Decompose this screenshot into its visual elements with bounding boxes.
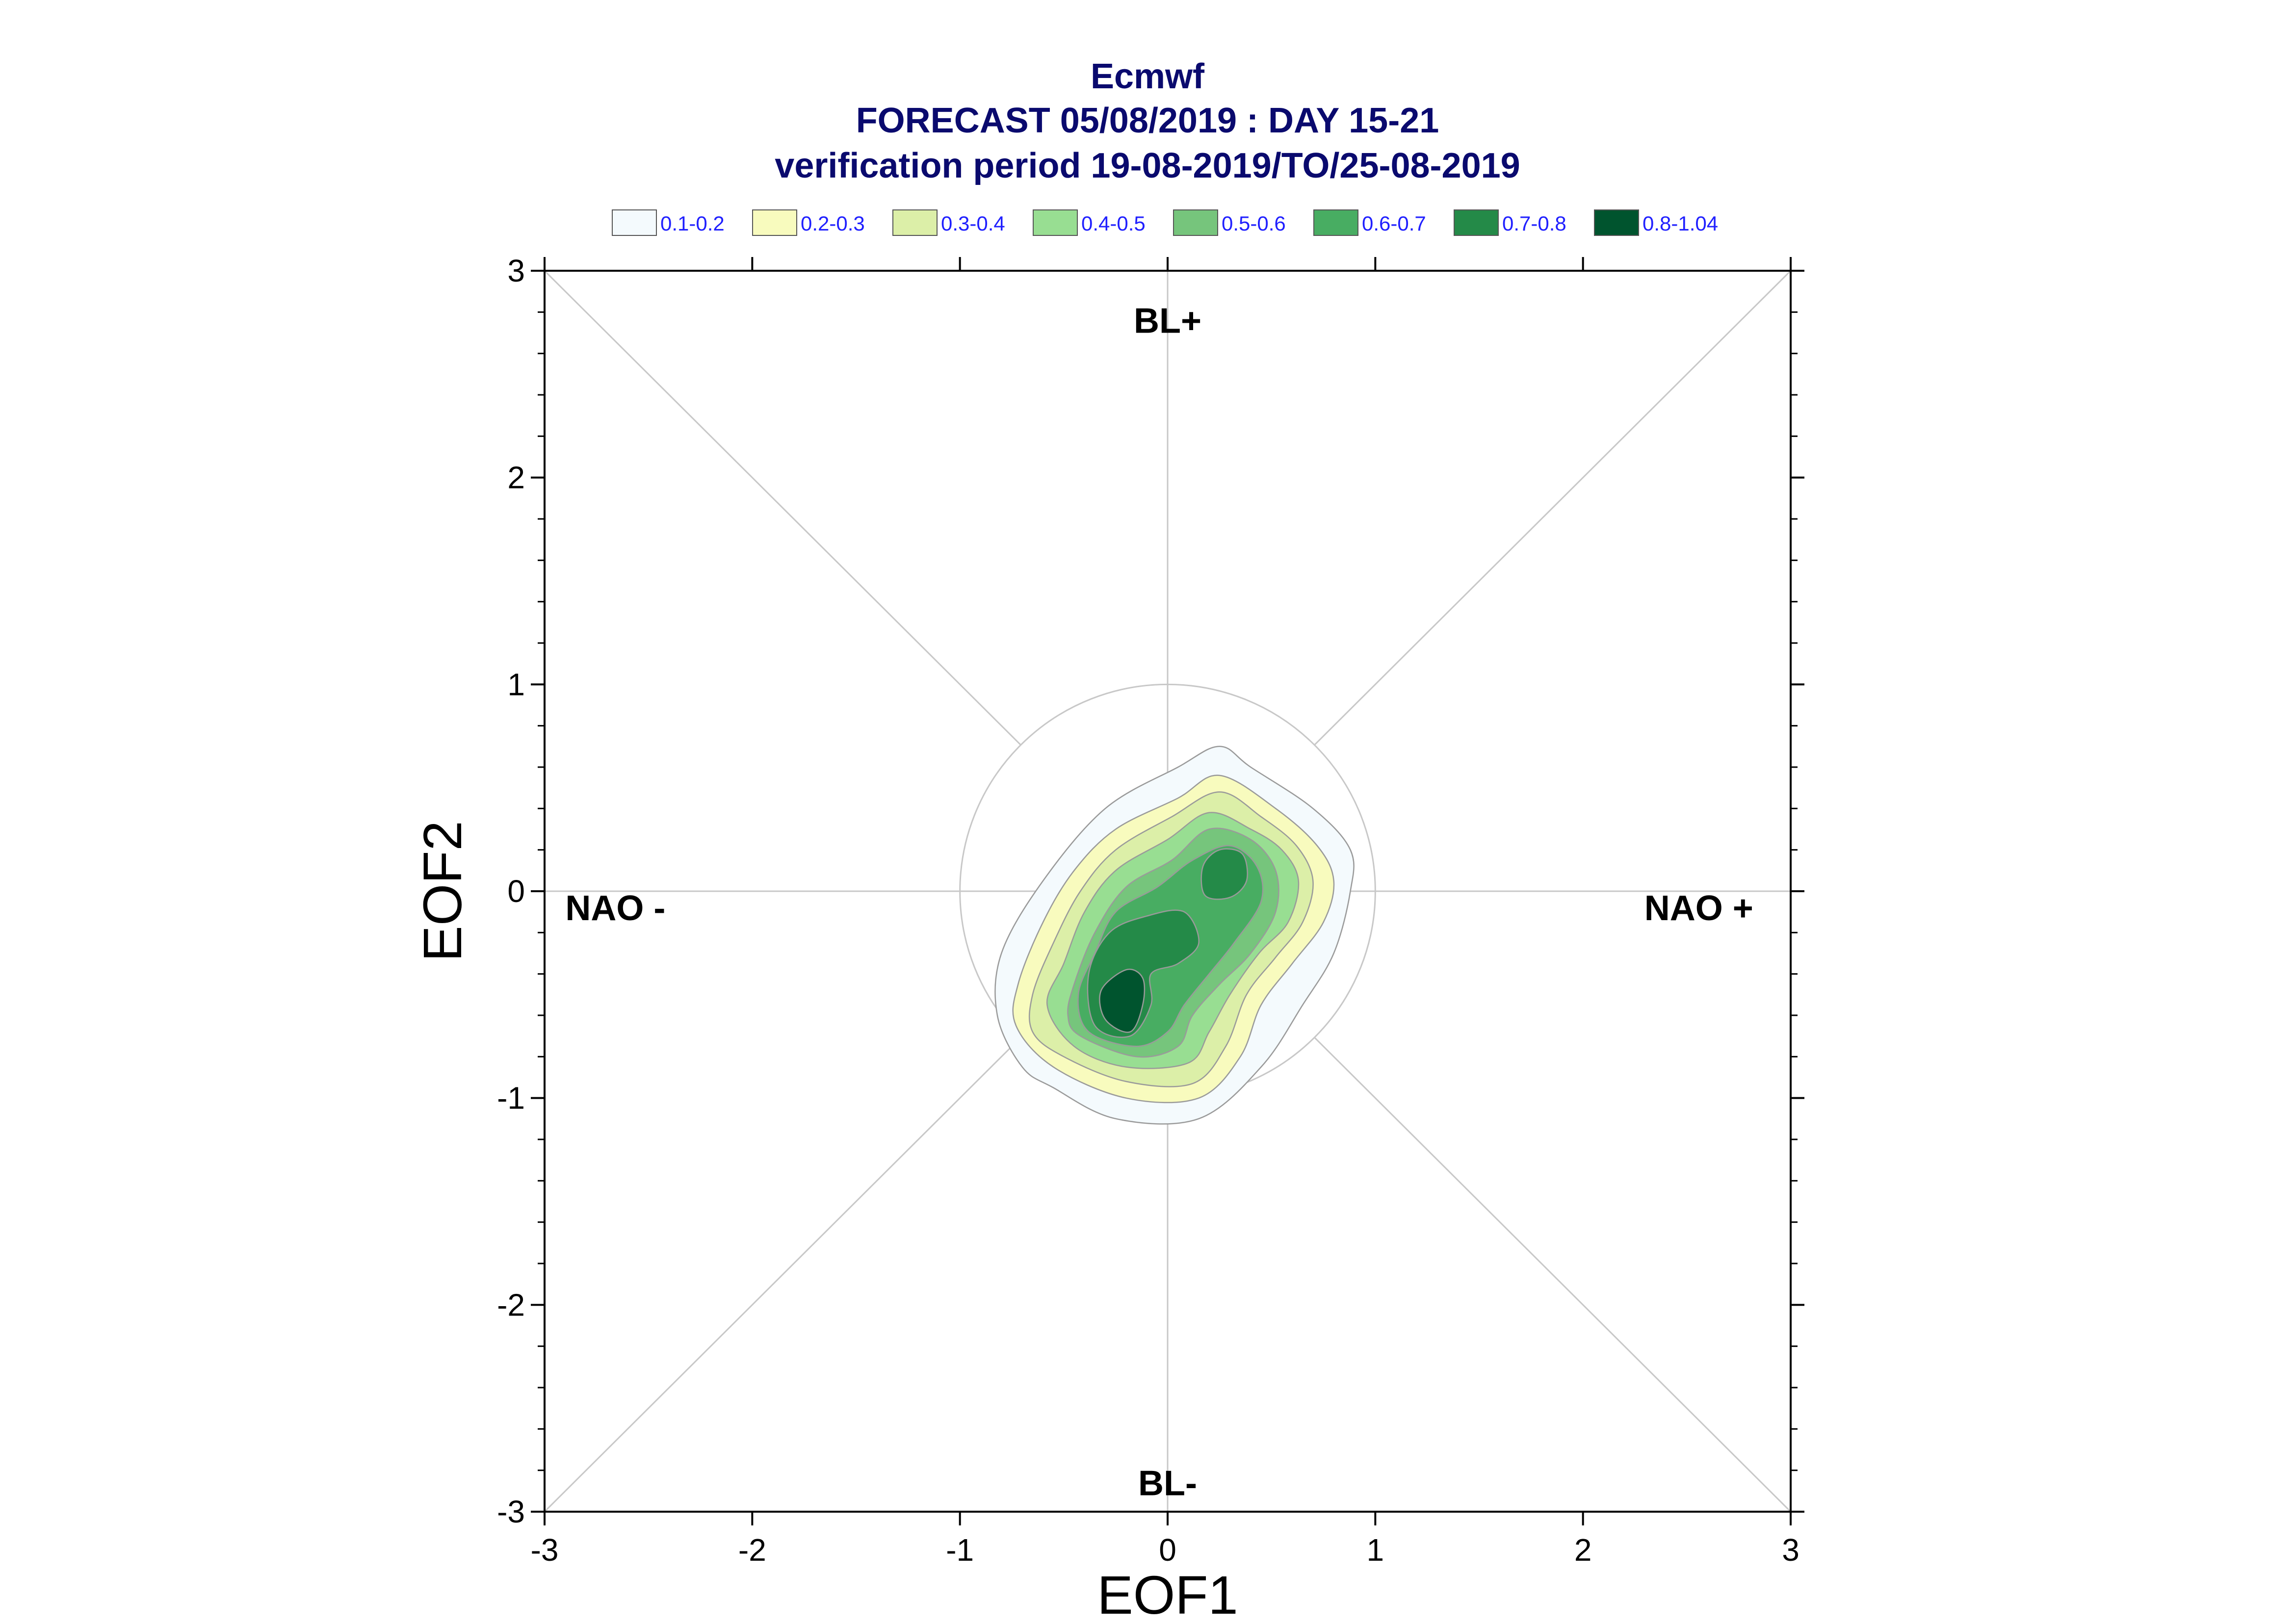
regime-label-left: NAO - [565,889,665,928]
regime-label-bottom: BL- [1138,1464,1197,1503]
legend-label: 0.8-1.04 [1643,212,1718,235]
x-tick-label: -2 [738,1532,766,1568]
legend-swatch [1173,209,1218,236]
diagonal-line-3 [544,1037,1021,1513]
chart-title: Ecmwf FORECAST 05/08/2019 : DAY 15-21 ve… [775,57,1520,185]
legend-swatch [612,209,657,236]
x-tick-label: 0 [1159,1532,1176,1568]
legend-label: 0.4-0.5 [1081,212,1146,235]
x-tick-label: 2 [1574,1532,1592,1568]
y-tick-label: -1 [497,1081,525,1116]
regime-label-top: BL+ [1134,302,1201,341]
diagonal-line-2 [544,270,1021,746]
y-tick-label: 3 [507,253,525,288]
regime-labels: BL+ BL- NAO - NAO + [565,302,1753,1503]
x-tick-label: -1 [946,1532,974,1568]
legend-swatch [752,209,797,236]
legend-label: 0.6-0.7 [1362,212,1426,235]
regime-label-right: NAO + [1644,889,1753,928]
legend-label: 0.1-0.2 [660,212,725,235]
chart-title-line-3: verification period 19-08-2019/TO/25-08-… [775,146,1520,185]
diagonal-line-1 [1314,270,1792,746]
density-contours [994,746,1355,1125]
x-axis-title: EOF1 [1097,1565,1238,1624]
plot-area: -3 -2 -1 0 1 2 3 -3 -2 -1 0 1 2 3 BL+ BL- NAO - NAO + [497,253,1804,1568]
x-tick-label: 1 [1367,1532,1384,1568]
y-tick-label: 0 [507,874,525,909]
y-tick-label: -2 [497,1287,525,1322]
y-tick-label: 1 [507,667,525,702]
x-tick-label: 3 [1782,1532,1799,1568]
legend-swatch [1313,209,1358,236]
y-axis-title: EOF2 [413,821,473,961]
legend-swatch [1594,209,1639,236]
legend-swatch [1033,209,1078,236]
legend: 0.1-0.2 0.2-0.3 0.3-0.4 0.4-0.5 0.5-0.6 0.6-0… [612,209,1718,236]
chart-title-line-2: FORECAST 05/08/2019 : DAY 15-21 [856,101,1439,140]
legend-label: 0.2-0.3 [801,212,865,235]
y-tick-label: 2 [507,460,525,495]
legend-label: 0.7-0.8 [1502,212,1566,235]
legend-label: 0.5-0.6 [1222,212,1286,235]
y-tick-label: -3 [497,1494,525,1529]
legend-swatch [1454,209,1499,236]
contour-0.7-0.8-7 [1200,848,1248,900]
diagonal-line-4 [1314,1037,1792,1513]
chart-title-line-1: Ecmwf [1091,57,1205,96]
legend-label: 0.3-0.4 [941,212,1005,235]
x-tick-label: -3 [531,1532,559,1568]
axis-ticks: -3 -2 -1 0 1 2 3 -3 -2 -1 0 1 2 3 [497,253,1804,1568]
legend-swatch [892,209,938,236]
contour-0.8-1.04-8 [1099,968,1146,1033]
